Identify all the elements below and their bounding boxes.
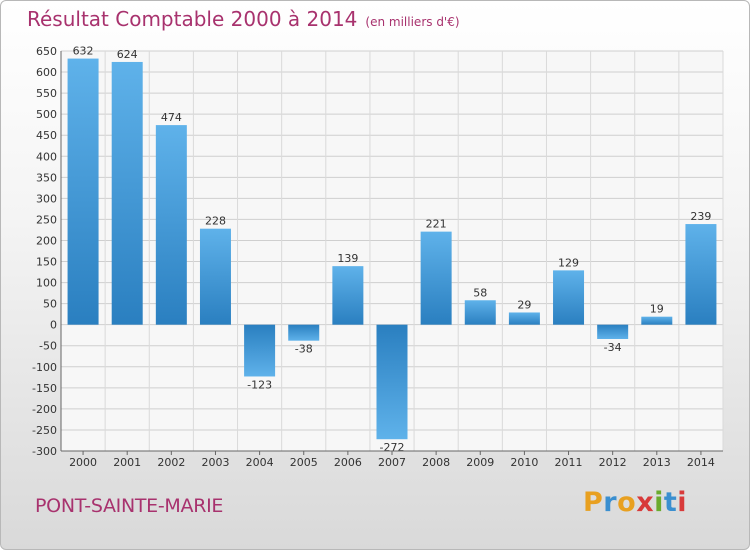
x-tick-label: 2007 [378,456,406,469]
proxiti-logo: Proxiti [583,487,688,518]
bar-layer [67,58,717,440]
x-tick-label: 2003 [201,456,229,469]
data-label: 129 [558,256,579,269]
x-tick-label: 2000 [69,456,97,469]
x-tick-label: 2013 [643,456,671,469]
bar [288,324,320,341]
data-label: 221 [426,218,447,231]
x-tick-label: 2005 [290,456,318,469]
y-tick-label: 250 [36,213,57,226]
x-tick-label: 2011 [555,456,583,469]
y-tick-label: -250 [32,424,57,437]
bar [111,61,143,325]
y-tick-label: 100 [36,277,57,290]
x-tick-label: 2004 [246,456,274,469]
commune-name: PONT-SAINTE-MARIE [35,495,224,517]
y-tick-label: -100 [32,361,57,374]
y-tick-label: -300 [32,445,57,458]
data-label: 29 [517,298,531,311]
y-tick-label: 400 [36,150,57,163]
data-label: 19 [650,303,664,316]
chart-title: Résultat Comptable 2000 à 2014 (en millie… [27,7,460,31]
y-tick-label: 600 [36,66,57,79]
x-tick-label: 2012 [599,456,627,469]
data-label: -38 [295,343,313,356]
y-tick-label: -150 [32,382,57,395]
y-tick-label: 50 [43,298,57,311]
bar [155,125,187,325]
data-label: 58 [473,286,487,299]
bar [420,231,452,325]
bar [376,324,408,440]
axis-layer: -300 -250 -200 -150 -100 -50 0 50 100 150 200 250 30… [32,45,723,469]
bar [244,324,276,377]
bar [464,300,496,325]
data-label: 228 [205,215,226,228]
y-tick-label: 150 [36,256,57,269]
bar [685,224,717,325]
bar [67,58,99,325]
x-tick-label: 2002 [157,456,185,469]
data-label: -123 [247,378,272,391]
data-label: 632 [73,45,94,58]
y-tick-label: 450 [36,129,57,142]
x-tick-label: 2006 [334,456,362,469]
y-tick-label: -50 [39,340,57,353]
bar [597,324,629,339]
chart-subtitle: (en milliers d'€) [365,15,460,29]
bar [332,266,364,325]
data-label: 474 [161,111,182,124]
bar [641,316,673,325]
chart-title-text: Résultat Comptable 2000 à 2014 [27,7,358,31]
y-tick-label: 550 [36,87,57,100]
y-tick-label: 200 [36,234,57,247]
data-label: 624 [117,48,138,61]
y-tick-label: 300 [36,192,57,205]
data-label: 139 [337,252,358,265]
y-tick-label: -200 [32,403,57,416]
y-tick-label: 500 [36,108,57,121]
y-tick-label: 0 [50,319,57,332]
x-tick-label: 2010 [510,456,538,469]
x-tick-label: 2008 [422,456,450,469]
bar [199,228,231,325]
y-tick-label: 650 [36,45,57,58]
y-tick-label: 350 [36,171,57,184]
data-label: 239 [690,210,711,223]
x-tick-label: 2009 [466,456,494,469]
x-tick-label: 2001 [113,456,141,469]
bar [508,312,540,325]
bar [553,270,585,325]
data-label: -34 [604,341,622,354]
x-tick-label: 2014 [687,456,715,469]
